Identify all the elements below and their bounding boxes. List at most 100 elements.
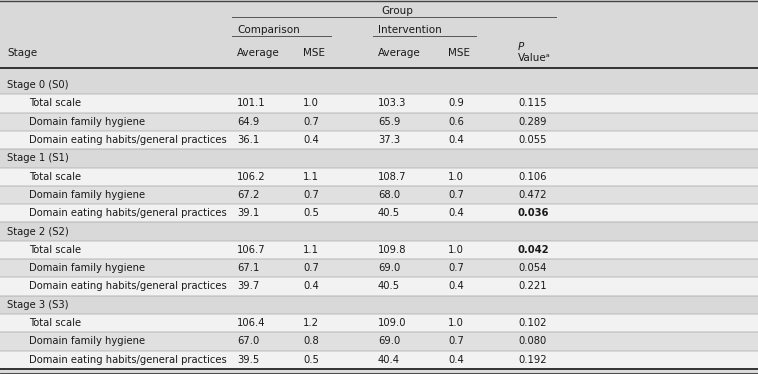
Text: 106.2: 106.2	[237, 172, 265, 182]
Text: Stage 0 (S0): Stage 0 (S0)	[7, 80, 68, 90]
Text: MSE: MSE	[448, 48, 470, 58]
Bar	[0, 350, 758, 369]
Bar	[0, 186, 758, 204]
Bar	[0, 295, 758, 314]
Bar	[0, 204, 758, 223]
Text: 0.4: 0.4	[448, 208, 464, 218]
Text: 106.7: 106.7	[237, 245, 265, 255]
Text: 0.5: 0.5	[303, 208, 319, 218]
Text: 101.1: 101.1	[237, 98, 265, 108]
Text: P: P	[518, 42, 525, 52]
Text: 39.5: 39.5	[237, 355, 259, 365]
Bar	[0, 76, 758, 94]
Bar	[0, 259, 758, 277]
Bar	[0, 94, 758, 113]
Text: 1.0: 1.0	[448, 172, 464, 182]
Text: 40.5: 40.5	[378, 208, 400, 218]
Text: 0.115: 0.115	[518, 98, 547, 108]
Text: Stage 1 (S1): Stage 1 (S1)	[7, 153, 69, 163]
Text: 0.7: 0.7	[448, 190, 464, 200]
Text: 0.106: 0.106	[518, 172, 547, 182]
Bar	[0, 332, 758, 350]
Text: 69.0: 69.0	[378, 336, 400, 346]
Text: 1.0: 1.0	[303, 98, 319, 108]
Text: 40.5: 40.5	[378, 282, 400, 291]
Text: 1.2: 1.2	[303, 318, 319, 328]
Text: 1.1: 1.1	[303, 245, 319, 255]
Text: 0.472: 0.472	[518, 190, 547, 200]
Text: Group: Group	[381, 6, 413, 16]
Bar	[0, 314, 758, 332]
Text: 0.7: 0.7	[448, 336, 464, 346]
Text: MSE: MSE	[303, 48, 325, 58]
Text: 0.289: 0.289	[518, 117, 547, 127]
Text: Total scale: Total scale	[29, 245, 81, 255]
Text: 0.054: 0.054	[518, 263, 547, 273]
Bar	[0, 149, 758, 168]
Text: 67.2: 67.2	[237, 190, 259, 200]
Text: Domain eating habits/general practices: Domain eating habits/general practices	[29, 355, 227, 365]
Text: Domain family hygiene: Domain family hygiene	[29, 336, 145, 346]
Text: 67.0: 67.0	[237, 336, 259, 346]
Text: 64.9: 64.9	[237, 117, 259, 127]
Text: 0.4: 0.4	[448, 355, 464, 365]
Text: Stage 3 (S3): Stage 3 (S3)	[7, 300, 68, 310]
Text: Stage 2 (S2): Stage 2 (S2)	[7, 227, 69, 236]
Bar	[0, 168, 758, 186]
Text: 0.221: 0.221	[518, 282, 547, 291]
Text: Average: Average	[237, 48, 280, 58]
Text: 1.0: 1.0	[448, 245, 464, 255]
Text: 0.4: 0.4	[448, 282, 464, 291]
Text: Domain family hygiene: Domain family hygiene	[29, 117, 145, 127]
Text: Total scale: Total scale	[29, 98, 81, 108]
Text: 0.4: 0.4	[303, 282, 319, 291]
Text: 108.7: 108.7	[378, 172, 406, 182]
Text: 1.1: 1.1	[303, 172, 319, 182]
Bar	[0, 277, 758, 295]
Text: 0.5: 0.5	[303, 355, 319, 365]
Text: 39.7: 39.7	[237, 282, 259, 291]
Text: 0.4: 0.4	[448, 135, 464, 145]
Bar	[0, 113, 758, 131]
Text: 0.080: 0.080	[518, 336, 547, 346]
Text: 1.0: 1.0	[448, 318, 464, 328]
Text: 65.9: 65.9	[378, 117, 400, 127]
Text: Domain family hygiene: Domain family hygiene	[29, 190, 145, 200]
Text: 0.7: 0.7	[303, 117, 319, 127]
Text: Total scale: Total scale	[29, 172, 81, 182]
Bar	[0, 0, 758, 76]
Text: 0.7: 0.7	[303, 263, 319, 273]
Text: 0.192: 0.192	[518, 355, 547, 365]
Text: Domain eating habits/general practices: Domain eating habits/general practices	[29, 135, 227, 145]
Text: 0.055: 0.055	[518, 135, 547, 145]
Text: Intervention: Intervention	[378, 25, 442, 35]
Text: 0.6: 0.6	[448, 117, 464, 127]
Text: 68.0: 68.0	[378, 190, 400, 200]
Text: Domain eating habits/general practices: Domain eating habits/general practices	[29, 282, 227, 291]
Text: 39.1: 39.1	[237, 208, 259, 218]
Text: 0.9: 0.9	[448, 98, 464, 108]
Text: 67.1: 67.1	[237, 263, 259, 273]
Bar	[0, 131, 758, 149]
Text: Total scale: Total scale	[29, 318, 81, 328]
Text: 106.4: 106.4	[237, 318, 265, 328]
Text: Average: Average	[378, 48, 421, 58]
Text: 0.7: 0.7	[303, 190, 319, 200]
Text: 0.036: 0.036	[518, 208, 550, 218]
Text: Domain family hygiene: Domain family hygiene	[29, 263, 145, 273]
Text: 0.102: 0.102	[518, 318, 547, 328]
Text: 109.0: 109.0	[378, 318, 406, 328]
Text: 36.1: 36.1	[237, 135, 259, 145]
Text: 109.8: 109.8	[378, 245, 406, 255]
Text: 40.4: 40.4	[378, 355, 400, 365]
Text: Comparison: Comparison	[237, 25, 299, 35]
Text: Valueᵃ: Valueᵃ	[518, 53, 551, 63]
Bar	[0, 241, 758, 259]
Bar	[0, 223, 758, 241]
Text: Domain eating habits/general practices: Domain eating habits/general practices	[29, 208, 227, 218]
Text: Stage: Stage	[7, 48, 37, 58]
Text: 0.4: 0.4	[303, 135, 319, 145]
Text: 0.7: 0.7	[448, 263, 464, 273]
Text: 0.8: 0.8	[303, 336, 319, 346]
Text: 103.3: 103.3	[378, 98, 406, 108]
